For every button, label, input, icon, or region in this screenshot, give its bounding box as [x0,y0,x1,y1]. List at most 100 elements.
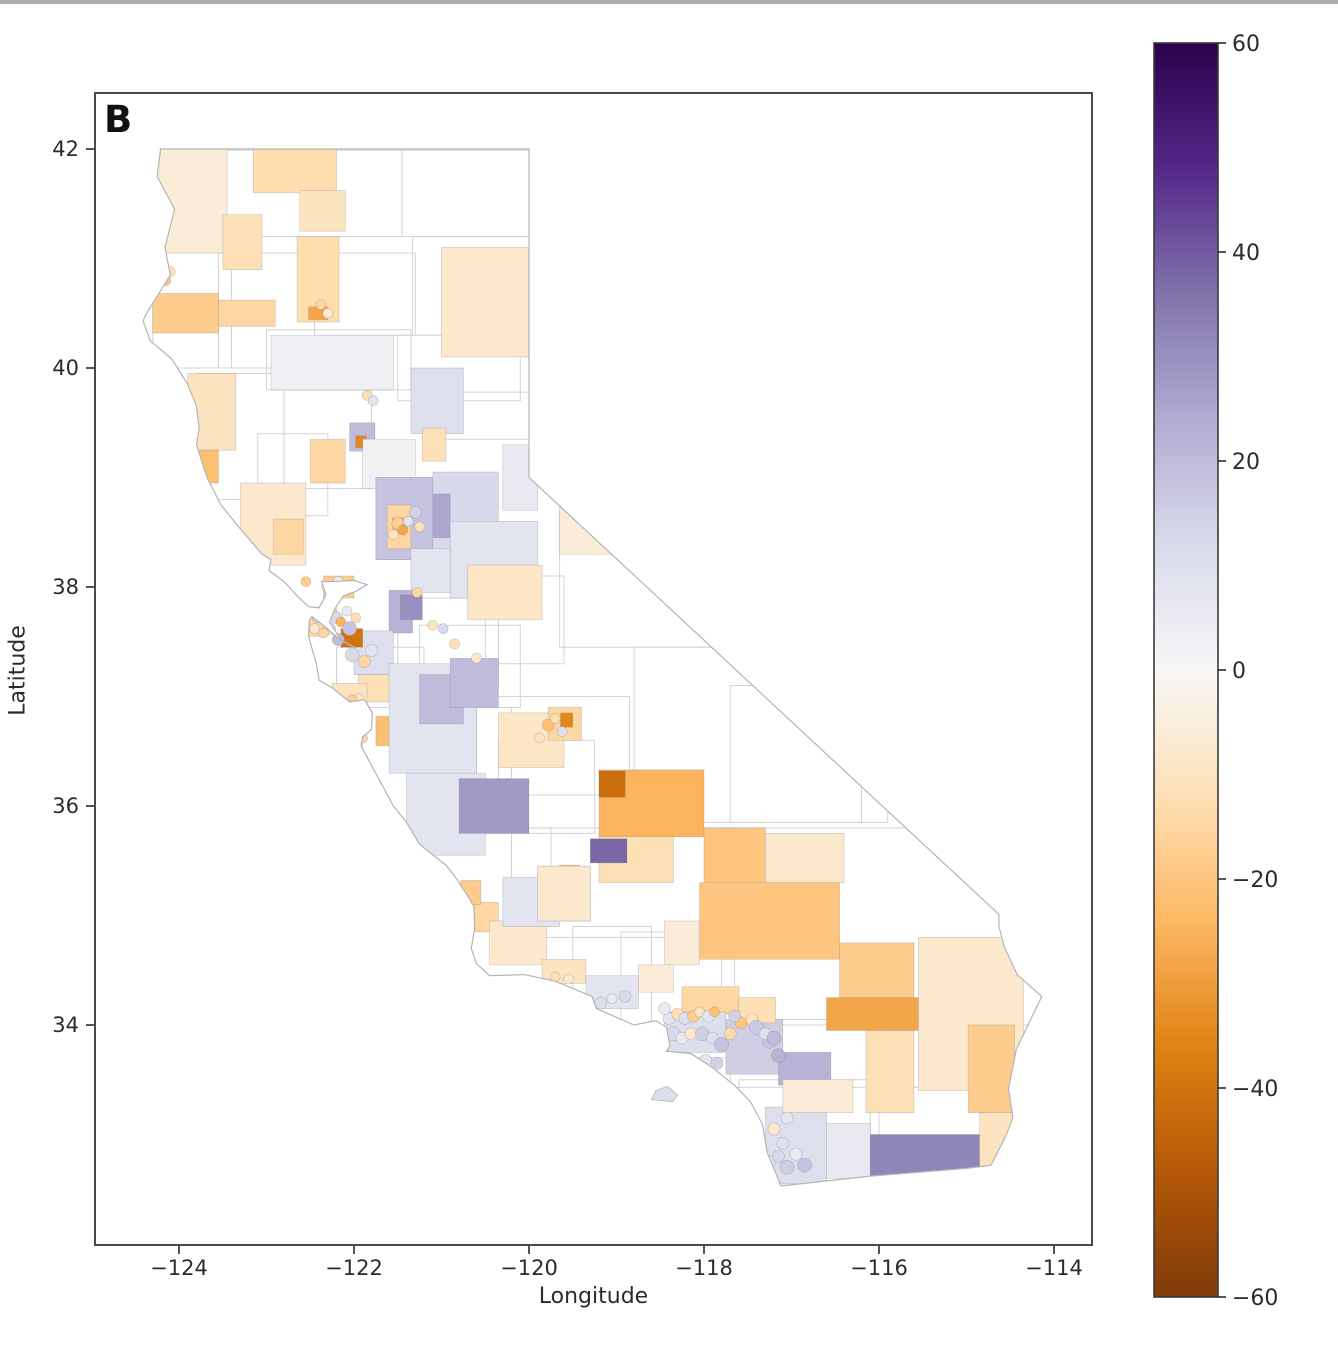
map-region [664,920,700,966]
map-zip-speckle [797,1157,812,1173]
zip-boundary-outline [497,739,596,834]
map-region [218,299,276,327]
map-zip-speckle [749,1019,764,1035]
map-zip-speckle [534,732,545,744]
map-region [421,427,447,462]
x-tick-label: −120 [500,1256,558,1280]
map-region [979,1112,1015,1174]
colorbar-tick-label: 60 [1232,32,1260,57]
map-zip-speckle [408,506,422,519]
map-zip-speckle [606,993,618,1005]
y-axis-title: Latitude [5,625,31,716]
map-region [865,1030,915,1113]
map-region [764,833,845,884]
map-region [152,293,219,334]
map-region [309,438,346,484]
map-zip-speckle [365,644,378,657]
colorbar-gradient [1153,42,1219,1298]
map-zip-speckle [789,1147,803,1161]
map-zip-speckle [549,713,561,724]
plot-frame [94,92,1093,1246]
map-zip-speckle [658,1002,671,1015]
colorbar-tick-label: 0 [1232,659,1246,684]
map-region [559,504,617,555]
map-zip-speckle [714,1037,729,1052]
colorbar-tick-label: 40 [1232,241,1260,266]
map-region [560,712,574,728]
map-zip-speckle [358,655,371,668]
map-zip-speckle [710,1057,724,1070]
map-zip-speckle [563,973,574,985]
map-zip-speckle [367,395,379,407]
map-zip-speckle [766,1030,782,1046]
colorbar-tick-label: −20 [1232,868,1278,893]
map-zip-speckle [300,576,312,587]
map-region [441,247,541,358]
map-zip-speckle [767,1122,781,1136]
map-region [296,236,340,323]
map-zip-speckle [556,726,568,737]
map-region [410,548,451,593]
x-axis-title: Longitude [538,1284,649,1309]
map-zip-speckle [776,1137,790,1150]
map-zip-speckle [780,1111,794,1125]
map-zip-speckle [449,638,460,650]
y-tick-label: 40 [52,356,79,380]
map-zip-speckle [346,694,358,706]
map-zip-speckle [341,605,353,617]
map-zip-speckle [315,299,327,310]
map-region [598,770,626,798]
state-outline [142,148,1043,1187]
x-tick-label: −114 [1025,1256,1083,1280]
map-zip-speckle [309,623,320,634]
map-region [253,149,337,194]
map-region [299,190,346,232]
y-tick-label: 38 [52,575,79,599]
map-zip-speckle [318,627,329,639]
map-region [638,964,674,993]
map-region [699,882,840,960]
map-zip-speckle [335,616,347,628]
y-tick-label: 36 [52,794,79,818]
map-zip-speckle [728,1009,741,1023]
map-region [967,1024,1015,1113]
map-zip-speckle [342,621,357,636]
map-region [152,149,228,254]
map-region [839,942,915,998]
map-region [589,838,628,864]
map-region [449,657,499,708]
map-zip-speckle [427,619,439,631]
map-zip-speckle [322,307,334,319]
map-zip-speckle [437,623,449,634]
map-zip-speckle [618,990,632,1003]
map-region [187,373,237,451]
map-zip-speckle [350,612,362,624]
map-zip-speckle [397,524,409,536]
island-catalina [650,1085,679,1103]
map-zip-speckle [709,1006,720,1018]
map-zip-speckle [308,606,321,620]
map-region [222,214,263,270]
map-zip-speckle [331,633,345,646]
x-tick-label: −116 [850,1256,908,1280]
map-region [270,334,394,391]
map-region [467,564,543,621]
map-region [458,778,530,834]
map-zip-speckle [402,515,414,527]
y-tick-label: 42 [52,137,79,161]
x-tick-label: −118 [675,1256,733,1280]
map-region [782,1079,854,1113]
panel-label: B [104,98,133,141]
map-zip-speckle [322,601,334,613]
map-zip-speckle [344,647,360,663]
map-region [537,865,591,922]
map-zip-speckle [414,521,425,533]
x-tick-label: −122 [325,1256,383,1280]
map-region [764,1106,827,1185]
map-zip-speckle [411,587,423,598]
map-region [489,920,547,966]
map-zip-speckle [771,1048,786,1063]
map-zip-speckle [772,1150,785,1163]
